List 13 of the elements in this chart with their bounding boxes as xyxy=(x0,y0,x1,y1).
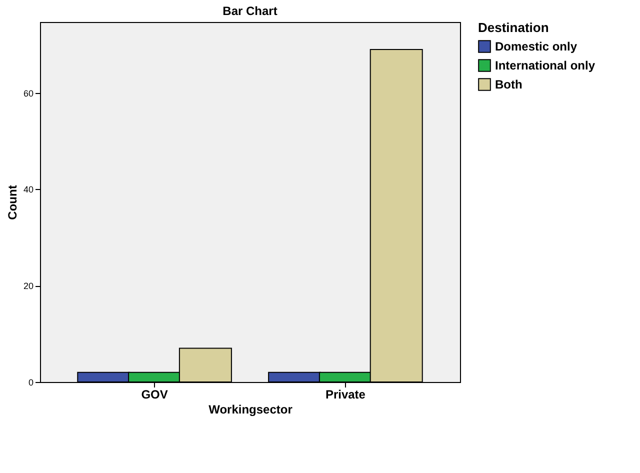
chart-title: Bar Chart xyxy=(222,4,278,18)
y-tick-label: 40 xyxy=(23,184,34,195)
y-axis-title: Count xyxy=(5,185,20,220)
legend-label: Both xyxy=(495,78,522,92)
y-tick-label: 60 xyxy=(23,88,34,98)
legend-label: Domestic only xyxy=(495,40,578,54)
y-tick-label: 20 xyxy=(23,281,34,292)
x-tick-label: Private xyxy=(325,388,366,402)
legend-title: Destination xyxy=(478,20,549,35)
legend-label: International only xyxy=(495,58,596,72)
x-tick-label: GOV xyxy=(141,388,168,402)
y-tick-label: 0 xyxy=(28,378,34,388)
x-axis-title: Workingsector xyxy=(208,402,293,416)
